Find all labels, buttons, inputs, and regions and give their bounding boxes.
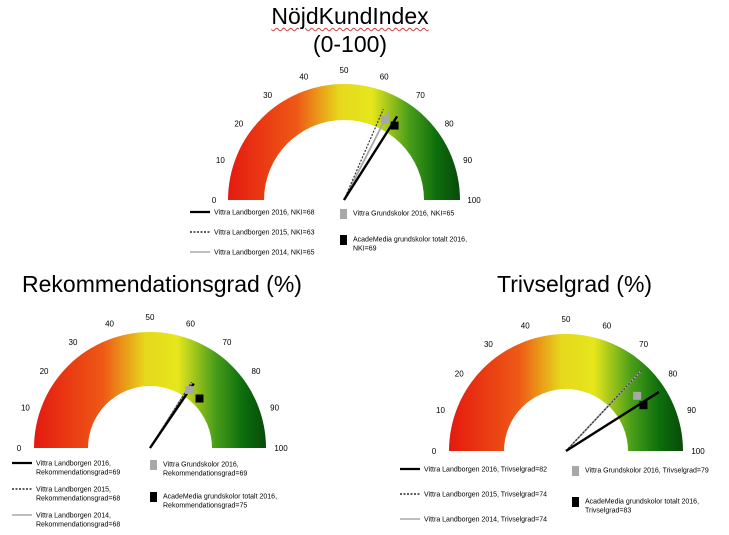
tick-label: 70: [223, 338, 232, 347]
tick-label: 70: [416, 91, 425, 100]
tick-label: 100: [274, 444, 288, 453]
marker-black-square: [639, 401, 648, 410]
needle-solid-thick: [342, 115, 399, 201]
legend-label: Vittra Landborgen 2015, Rekommendationsgr…: [36, 487, 120, 503]
legend-label: AcadeMedia grundskolor totalt 2016, Trivs…: [585, 499, 699, 515]
tick-label: 40: [299, 72, 308, 81]
tick-label: 20: [455, 369, 464, 378]
gauge-arc: [34, 332, 266, 448]
tick-label: 100: [691, 447, 705, 456]
legend-marker-gray-square: [340, 209, 347, 219]
legend-marker-gray-square: [150, 460, 157, 470]
needle-solid-thick: [149, 382, 195, 449]
needle-dotted: [149, 381, 193, 449]
tick-label: 0: [432, 447, 437, 456]
gauge-arc: [449, 334, 683, 451]
tick-label: 0: [212, 196, 217, 205]
legend-label: Vittra Grundskolor 2016, NKI=65: [353, 211, 454, 218]
tick-label: 80: [668, 369, 677, 378]
legend-label: AcadeMedia grundskolor totalt 2016, NKI=6…: [353, 237, 467, 253]
legend-marker-black-square: [572, 497, 579, 507]
nki-title: NöjdKundIndex: [271, 3, 429, 29]
tick-label: 50: [340, 66, 349, 75]
tick-label: 50: [562, 315, 571, 324]
tick-label: 50: [146, 313, 155, 322]
tick-label: 60: [602, 321, 611, 330]
gauge-2: 0 10 20 30 40 50 60 70 80 90 100 Vittra Landborgen …: [400, 315, 709, 524]
tick-label: 90: [687, 406, 696, 415]
tick-label: 80: [252, 367, 261, 376]
legend-marker-black-square: [340, 235, 347, 245]
legend-marker-black-square: [150, 492, 157, 502]
marker-gray-square: [633, 391, 642, 400]
legend-label: Vittra Landborgen 2016, Trivselgrad=82: [424, 467, 547, 474]
tick-label: 70: [639, 340, 648, 349]
tick-label: 100: [467, 196, 481, 205]
rekommendation-title: Rekommendationsgrad (%): [22, 271, 302, 297]
needle-solid-gray: [343, 111, 390, 201]
gauge-arc: [228, 84, 460, 200]
legend-label: Vittra Grundskolor 2016, Trivselgrad=79: [585, 468, 709, 475]
gauge-0: 0 10 20 30 40 50 60 70 80 90 100 Vittra Landborgen …: [190, 66, 481, 257]
gauge-1: 0 10 20 30 40 50 60 70 80 90 100 Vittra Landborgen …: [12, 313, 288, 529]
legend-label: Vittra Grundskolor 2016, Rekommendationsg…: [163, 462, 247, 478]
marker-gray-square: [185, 386, 194, 395]
legend-label: Vittra Landborgen 2014, Rekommendationsgr…: [36, 513, 120, 529]
tick-label: 90: [463, 156, 472, 165]
tick-label: 30: [69, 338, 78, 347]
marker-black-square: [195, 394, 204, 403]
tick-label: 10: [216, 156, 225, 165]
legend-label: AcadeMedia grundskolor totalt 2016, Rekom…: [163, 494, 277, 510]
tick-label: 60: [186, 319, 195, 328]
tick-label: 30: [263, 91, 272, 100]
tick-label: 80: [445, 120, 454, 129]
tick-label: 60: [380, 72, 389, 81]
legend-marker-gray-square: [572, 466, 579, 476]
tick-label: 90: [270, 404, 279, 413]
tick-label: 40: [105, 319, 114, 328]
legend-label: Vittra Landborgen 2014, Trivselgrad=74: [424, 517, 547, 524]
tick-label: 10: [21, 404, 30, 413]
legend-label: Vittra Landborgen 2016, Rekommendationsgr…: [36, 461, 120, 477]
tick-label: 20: [40, 367, 49, 376]
tick-label: 10: [436, 406, 445, 415]
tick-label: 40: [521, 321, 530, 330]
tick-label: 20: [234, 120, 243, 129]
marker-gray-square: [380, 115, 389, 124]
tick-label: 0: [17, 444, 22, 453]
legend-label: Vittra Landborgen 2015, Trivselgrad=74: [424, 492, 547, 499]
marker-black-square: [390, 121, 399, 130]
nki-subtitle: (0-100): [312, 31, 388, 57]
legend-label: Vittra Landborgen 2014, NKI=65: [214, 250, 315, 257]
trivsel-title: Trivselgrad (%): [497, 271, 653, 297]
needle-dotted: [565, 370, 642, 452]
tick-label: 30: [484, 340, 493, 349]
needle-dotted: [343, 108, 384, 201]
legend-label: Vittra Landborgen 2015, NKI=63: [214, 230, 315, 237]
legend-label: Vittra Landborgen 2016, NKI=68: [214, 210, 315, 217]
